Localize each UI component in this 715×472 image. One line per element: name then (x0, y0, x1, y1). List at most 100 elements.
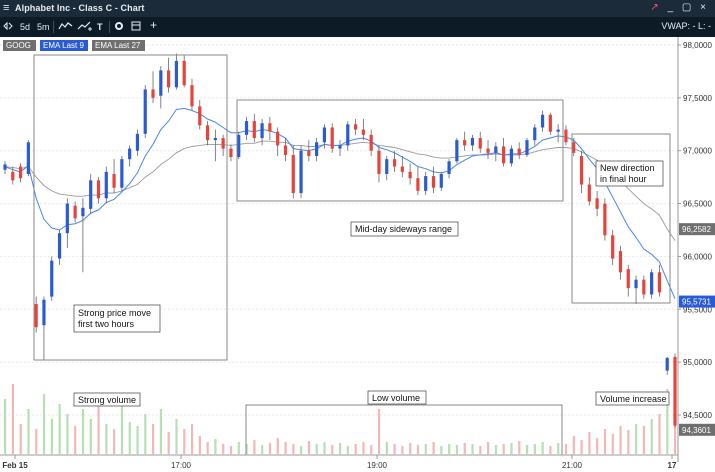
candle (89, 173, 93, 215)
candle (244, 116, 249, 141)
price-label: 94,3601 (682, 426, 711, 435)
candle (509, 145, 513, 167)
legend-goog-bg (3, 40, 36, 51)
volume-bar (229, 446, 233, 454)
candle (260, 119, 264, 146)
volume-bar (307, 441, 311, 454)
candles (3, 53, 677, 428)
candle-body (151, 89, 155, 98)
candle (182, 55, 186, 88)
volume-bar (183, 429, 186, 454)
indicators-icon[interactable] (77, 21, 93, 34)
x-axis: Feb 15 17:00 19:00 21:00 17 (0, 454, 678, 470)
candle (642, 275, 646, 299)
volume-bar (354, 444, 357, 454)
volume-bar (448, 444, 451, 454)
candle (26, 140, 30, 177)
volume-bar (300, 446, 303, 454)
candle-body (494, 146, 498, 153)
y-tick-label: 97,5000 (683, 94, 712, 103)
candle-body (229, 148, 233, 158)
range-5d-button[interactable]: 5d (20, 22, 31, 32)
volume-bar (455, 445, 459, 454)
candle (673, 353, 677, 428)
timeframe-selector[interactable] (3, 21, 13, 34)
y-tick-label: 95,0000 (683, 358, 712, 367)
final-hour-box (571, 133, 671, 304)
candle-body (665, 357, 669, 371)
candle-body (533, 127, 537, 141)
candle-body (416, 178, 420, 191)
candle-body (579, 156, 584, 185)
window-controls[interactable]: ↗ _ ▢ × (650, 2, 709, 13)
volume-bar (11, 384, 14, 454)
y-axis-bg (678, 37, 715, 472)
legend-ema9-bg (40, 40, 88, 51)
volume-bar (401, 446, 404, 454)
candle-body (540, 114, 545, 128)
candle (392, 150, 397, 172)
draw-text-icon[interactable]: T (97, 22, 103, 32)
timeframe-icon (3, 21, 13, 31)
layout-icon[interactable] (131, 21, 141, 34)
candle-body (182, 60, 186, 86)
volume-bar (642, 426, 646, 454)
candle-body (470, 138, 475, 146)
volume-bar (4, 399, 7, 454)
candle-body (618, 251, 623, 273)
legend: GOOG EMA Last 9 EMA Last 27 (3, 40, 145, 51)
price-chart[interactable]: Strong price move first two hours Mid-da… (0, 37, 715, 472)
candle (315, 138, 319, 162)
candle-body (509, 148, 513, 164)
candle (595, 190, 599, 217)
add-icon[interactable]: + (150, 18, 158, 32)
legend-ema9[interactable]: EMA Last 9 (43, 41, 84, 50)
candle-body (167, 70, 171, 88)
legend-goog[interactable]: GOOG (6, 41, 31, 50)
volume-bar (276, 438, 279, 454)
new-direction-label-line1: New direction (600, 163, 655, 173)
candle (603, 198, 607, 241)
candle-body (400, 166, 404, 172)
volume-bar (198, 436, 201, 454)
hamburger-menu-icon[interactable]: ≡ (3, 2, 10, 14)
candle (174, 53, 178, 90)
bar-chart-icon[interactable] (58, 21, 74, 34)
candle (369, 129, 373, 156)
candle-body (57, 233, 62, 259)
volume-bar (487, 442, 490, 454)
candle (486, 140, 490, 160)
candle-body (50, 260, 54, 297)
y-axis: 98,0000 97,5000 97,0000 96,5000 96,0000 95,50… (677, 37, 715, 472)
candle-body (408, 171, 412, 179)
candle (322, 124, 327, 149)
strong-volume-label: Strong volume (78, 395, 136, 405)
candle-body (338, 145, 342, 149)
candle-body (587, 184, 591, 202)
window-control-buttons[interactable]: _ ▢ × (667, 2, 709, 13)
candle (548, 112, 552, 135)
candle-body (18, 166, 23, 179)
volume-bar (510, 443, 513, 454)
volume-bar (627, 430, 630, 454)
volume-bar (611, 434, 614, 454)
volume-bar (518, 441, 521, 454)
candle-body (377, 150, 381, 174)
interval-5m-button[interactable]: 5m (37, 22, 50, 32)
volume-bar (471, 444, 474, 454)
candle-body (213, 138, 217, 141)
volume-bar (533, 444, 536, 454)
gear-icon[interactable] (114, 21, 124, 34)
volume-bar (120, 404, 124, 454)
legend-ema27[interactable]: EMA Last 27 (95, 41, 141, 50)
volume-bar (650, 419, 653, 454)
volume-bar (253, 440, 256, 454)
volume-bar (245, 444, 248, 454)
volume-bar (89, 419, 92, 454)
volume-bar (393, 444, 396, 454)
candle-body (120, 159, 124, 188)
window-title: Alphabet Inc - Class C - Chart (15, 3, 145, 13)
volume-bar (128, 422, 131, 454)
candle-body (73, 205, 77, 219)
y-tick-label: 96,5000 (683, 200, 712, 209)
